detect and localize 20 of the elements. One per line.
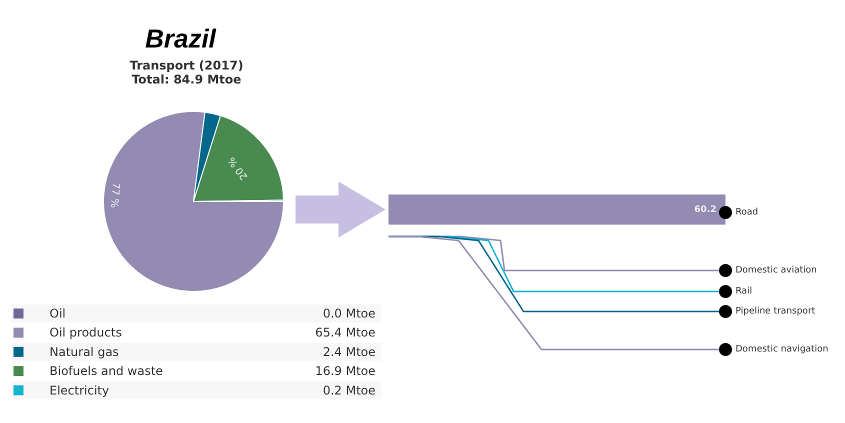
category-label: Road xyxy=(736,208,758,218)
chart-title: Brazil xyxy=(145,24,217,54)
data-label: 60.2 xyxy=(694,205,717,215)
data-label: 0.2 Mtoe xyxy=(322,383,376,398)
chart-subtitle: Transport (2017) Total: 84.9 Mtoe xyxy=(130,58,244,86)
data-label: 65.4 Mtoe xyxy=(315,326,376,340)
category-label: Domestic aviation xyxy=(736,266,817,276)
category-label: Domestic navigation xyxy=(736,344,828,354)
data-label: 16.9 Mtoe xyxy=(315,364,376,378)
legend-label: Electricity xyxy=(50,383,110,398)
text: 77 % xyxy=(108,182,122,208)
legend-label: Natural gas xyxy=(50,344,119,359)
text: 0.0 Mtoe xyxy=(322,306,376,320)
category-label: Pipeline transport xyxy=(736,306,816,316)
legend-label: Oil xyxy=(50,306,66,320)
text: 20 % xyxy=(226,154,250,182)
legend-label: Biofuels and waste xyxy=(50,364,163,378)
legend-label: Oil products xyxy=(50,326,122,340)
category-label: Rail xyxy=(736,286,752,296)
data-label: 2.4 Mtoe xyxy=(322,344,376,359)
